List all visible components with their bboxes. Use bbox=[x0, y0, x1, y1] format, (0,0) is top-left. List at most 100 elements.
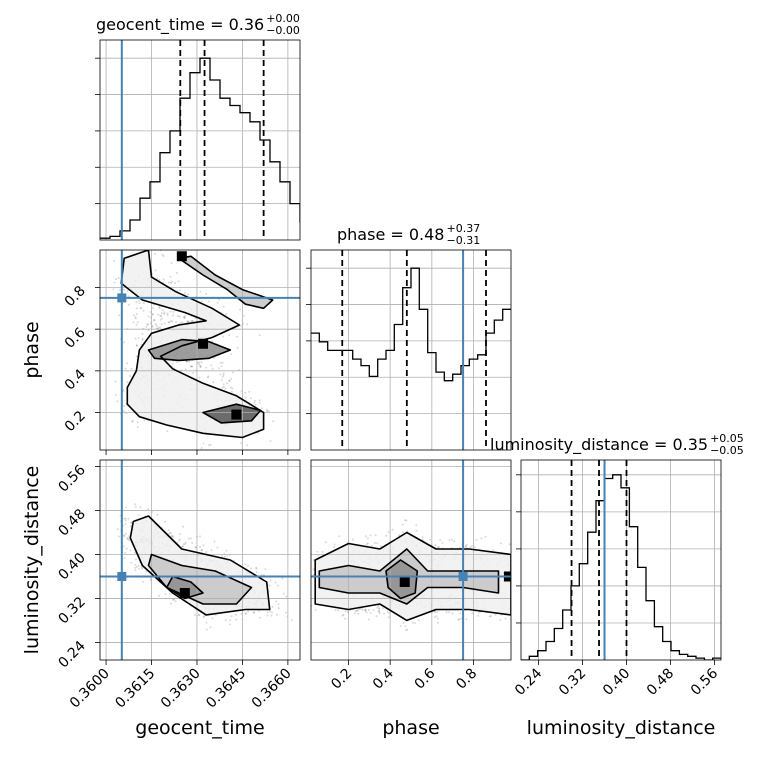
sample-point bbox=[174, 600, 177, 603]
sample-point bbox=[149, 311, 152, 313]
sample-point bbox=[478, 611, 481, 614]
sample-point bbox=[513, 567, 515, 569]
sample-point bbox=[186, 320, 189, 323]
sample-point bbox=[205, 293, 208, 295]
sample-point bbox=[261, 407, 263, 410]
sample-point bbox=[164, 520, 166, 523]
sample-point bbox=[134, 569, 137, 572]
sample-point bbox=[188, 360, 191, 363]
sample-point bbox=[284, 611, 287, 614]
sample-point bbox=[246, 444, 249, 447]
sample-point bbox=[205, 551, 208, 553]
sample-point bbox=[344, 617, 347, 620]
sample-point bbox=[266, 410, 269, 413]
sample-point bbox=[235, 618, 238, 621]
sample-point bbox=[169, 275, 172, 278]
sample-point bbox=[469, 546, 472, 549]
sample-point bbox=[131, 419, 134, 422]
sample-point bbox=[276, 584, 279, 587]
sample-point bbox=[216, 301, 219, 304]
sample-point bbox=[480, 537, 483, 540]
sample-point bbox=[302, 603, 304, 605]
sample-point bbox=[199, 365, 202, 368]
sample-point bbox=[141, 337, 144, 340]
sample-point bbox=[145, 325, 148, 328]
sample-point bbox=[167, 529, 170, 532]
sample-point bbox=[437, 621, 439, 624]
sample-point bbox=[288, 600, 290, 602]
sample-point bbox=[211, 340, 214, 343]
sample-point bbox=[271, 611, 273, 614]
sample-point bbox=[126, 537, 129, 540]
sample-point bbox=[124, 367, 127, 370]
sample-point bbox=[353, 612, 356, 615]
sample-point bbox=[163, 312, 166, 315]
sample-point bbox=[163, 322, 166, 325]
sample-point bbox=[123, 535, 126, 538]
sample-point bbox=[206, 376, 209, 379]
sample-point bbox=[211, 617, 214, 620]
sample-point bbox=[508, 543, 511, 546]
sample-point bbox=[189, 537, 192, 540]
axes-frame bbox=[310, 459, 512, 661]
sample-point bbox=[378, 607, 381, 610]
axes-layer bbox=[95, 39, 722, 665]
histogram-luminosity_distance bbox=[521, 474, 721, 660]
sample-point bbox=[224, 619, 227, 621]
sample-point bbox=[168, 321, 171, 324]
sample-point bbox=[465, 543, 468, 546]
sample-point bbox=[378, 610, 380, 613]
sample-point bbox=[189, 365, 192, 368]
sample-point bbox=[137, 514, 140, 517]
sample-point bbox=[338, 535, 341, 538]
sample-point bbox=[230, 615, 233, 618]
histogram-geocent_time bbox=[100, 57, 300, 239]
sample-point bbox=[147, 508, 150, 511]
sample-point bbox=[225, 549, 228, 552]
title-lower-error: −0.31 bbox=[446, 234, 480, 247]
sample-point bbox=[205, 628, 208, 631]
sample-point bbox=[533, 551, 535, 553]
sample-point bbox=[183, 316, 186, 319]
truth-marker bbox=[117, 293, 127, 303]
sample-point bbox=[386, 610, 389, 613]
sample-point bbox=[187, 320, 190, 323]
sample-point bbox=[190, 365, 193, 368]
sample-point bbox=[222, 383, 225, 386]
x-tick-label: 0.3660 bbox=[249, 666, 295, 712]
x-tick-label: 0.3645 bbox=[203, 666, 249, 712]
x-axis-label-phase: phase bbox=[382, 717, 439, 739]
sample-point bbox=[187, 293, 190, 296]
sample-point bbox=[429, 538, 431, 541]
sample-point bbox=[358, 608, 361, 611]
sample-point bbox=[146, 323, 149, 326]
sample-point bbox=[129, 375, 132, 377]
sample-point bbox=[130, 367, 133, 370]
sample-point bbox=[114, 393, 117, 396]
y-tick-label: 0.6 bbox=[62, 325, 89, 352]
sample-point bbox=[271, 605, 274, 608]
sample-point bbox=[245, 612, 247, 615]
sample-point bbox=[161, 309, 164, 312]
sample-point bbox=[135, 355, 138, 358]
sample-point bbox=[186, 360, 189, 363]
sample-point bbox=[170, 535, 173, 538]
sample-point bbox=[388, 612, 391, 614]
sample-point bbox=[151, 307, 154, 310]
y-tick-label: 0.8 bbox=[62, 283, 89, 310]
axes-frame bbox=[520, 459, 722, 661]
sample-point bbox=[126, 290, 129, 293]
sample-point bbox=[147, 315, 150, 318]
sample-point bbox=[128, 535, 131, 538]
sample-point bbox=[166, 430, 169, 433]
sample-point bbox=[516, 552, 518, 554]
sample-point bbox=[183, 317, 186, 319]
sample-point bbox=[255, 566, 258, 569]
sample-point bbox=[272, 420, 275, 423]
sample-point bbox=[277, 607, 280, 610]
sample-point bbox=[210, 549, 213, 551]
sample-point bbox=[139, 506, 142, 509]
density-fill bbox=[148, 339, 231, 361]
sample-point bbox=[434, 610, 436, 613]
title-lower-error: −0.00 bbox=[266, 24, 300, 37]
